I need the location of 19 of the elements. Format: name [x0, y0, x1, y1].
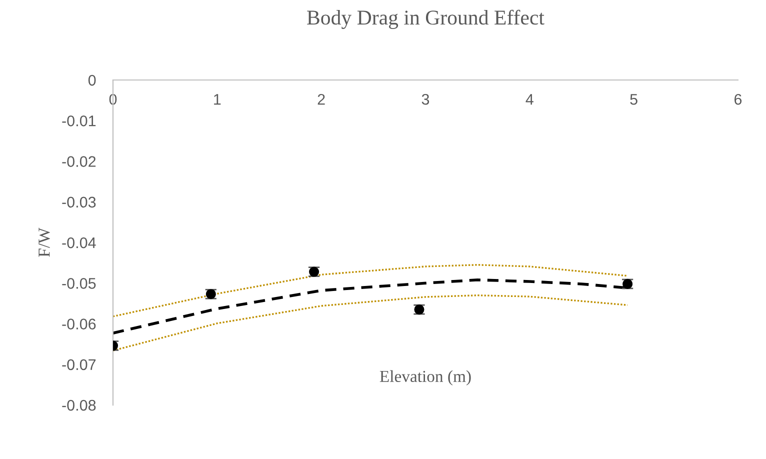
chart-title: Body Drag in Ground Effect	[307, 10, 544, 29]
line-series	[112, 264, 628, 318]
y-tick-label: 0	[88, 74, 96, 86]
x-tick-label: 6	[734, 94, 742, 105]
y-tick-label: -0.01	[62, 116, 96, 126]
y-tick-label: -0.06	[62, 318, 96, 330]
y-tick-label: -0.04	[62, 237, 96, 248]
x-tick-label: 3	[422, 94, 430, 105]
y-tick-label: -0.03	[62, 196, 96, 208]
x-tick-label: 2	[318, 94, 325, 105]
y-tick-label: -0.02	[62, 156, 96, 167]
y-tick-label: -0.08	[62, 400, 96, 411]
x-tick-label: 1	[214, 94, 221, 105]
y-axis-title: F/W	[38, 228, 50, 257]
x-tick-label: 5	[630, 94, 638, 105]
x-tick-label: 4	[526, 94, 534, 105]
y-tick-label: -0.05	[62, 278, 96, 289]
x-axis-title: Elevation (m)	[380, 370, 471, 386]
y-tick-label: -0.07	[62, 359, 96, 370]
